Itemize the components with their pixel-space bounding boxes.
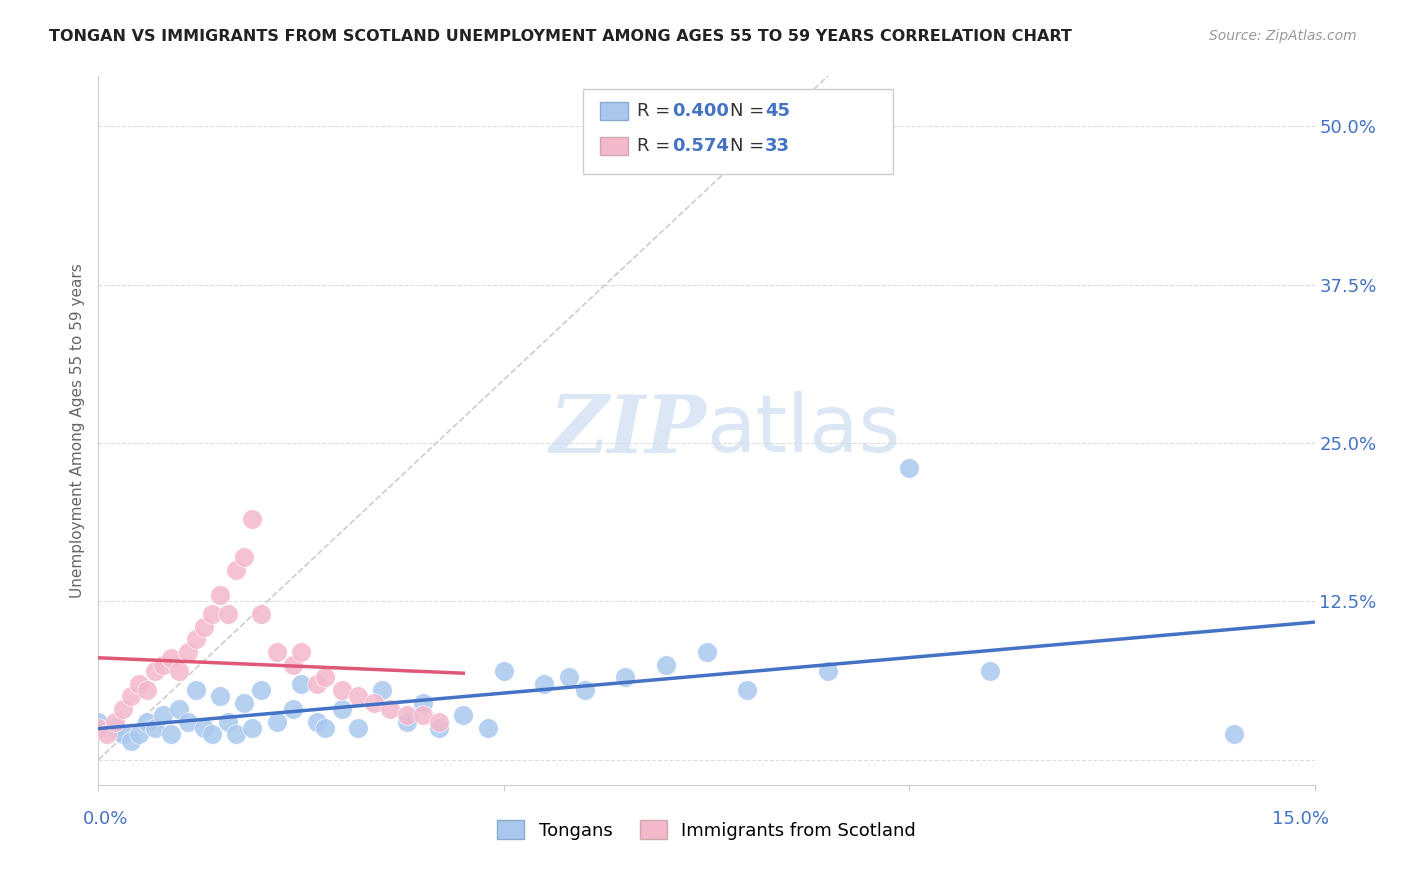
Point xyxy=(314,670,336,684)
Point xyxy=(87,721,110,735)
Point xyxy=(347,690,370,704)
Point xyxy=(209,690,232,704)
Point xyxy=(176,714,198,729)
Point xyxy=(395,708,418,723)
Point xyxy=(120,690,142,704)
Point xyxy=(104,714,127,729)
Point xyxy=(225,727,247,741)
Point xyxy=(380,702,402,716)
Point xyxy=(193,620,215,634)
Point xyxy=(201,727,224,741)
Text: 0.0%: 0.0% xyxy=(83,810,128,828)
Point xyxy=(574,683,596,698)
Point xyxy=(330,702,353,716)
Point xyxy=(979,664,1001,678)
Point xyxy=(111,727,134,741)
Y-axis label: Unemployment Among Ages 55 to 59 years: Unemployment Among Ages 55 to 59 years xyxy=(69,263,84,598)
Point xyxy=(152,708,174,723)
Point xyxy=(290,645,312,659)
Point xyxy=(111,702,134,716)
Point xyxy=(160,727,183,741)
Point xyxy=(266,714,288,729)
Point xyxy=(614,670,637,684)
Point xyxy=(225,563,247,577)
Text: 33: 33 xyxy=(765,137,790,155)
Point xyxy=(217,714,239,729)
Point xyxy=(128,727,150,741)
Point xyxy=(281,702,304,716)
Point xyxy=(395,714,418,729)
Point xyxy=(193,721,215,735)
Point xyxy=(533,676,555,690)
Text: R =: R = xyxy=(637,137,676,155)
Point xyxy=(143,721,166,735)
Point xyxy=(655,657,678,672)
Point xyxy=(330,683,353,698)
Point xyxy=(477,721,499,735)
Point xyxy=(427,714,450,729)
Point xyxy=(128,676,150,690)
Point xyxy=(249,607,271,621)
Point xyxy=(104,721,127,735)
Point xyxy=(87,714,110,729)
Point xyxy=(412,708,434,723)
Text: N =: N = xyxy=(730,102,769,120)
Point xyxy=(136,714,159,729)
Text: R =: R = xyxy=(637,102,676,120)
Point xyxy=(120,733,142,747)
Point xyxy=(281,657,304,672)
Point xyxy=(152,657,174,672)
Point xyxy=(201,607,224,621)
Point xyxy=(242,721,264,735)
Point xyxy=(96,727,118,741)
Point xyxy=(233,549,256,564)
Point xyxy=(184,632,207,647)
Text: atlas: atlas xyxy=(707,392,901,469)
Point xyxy=(290,676,312,690)
Point xyxy=(314,721,336,735)
Text: 45: 45 xyxy=(765,102,790,120)
Point xyxy=(176,645,198,659)
Point xyxy=(1222,727,1244,741)
Text: Source: ZipAtlas.com: Source: ZipAtlas.com xyxy=(1209,29,1357,43)
Text: 0.574: 0.574 xyxy=(672,137,728,155)
Text: ZIP: ZIP xyxy=(550,392,707,469)
Point xyxy=(492,664,515,678)
Point xyxy=(371,683,394,698)
Point xyxy=(363,696,385,710)
Point xyxy=(242,512,264,526)
Point xyxy=(169,702,191,716)
Point xyxy=(557,670,579,684)
Point xyxy=(347,721,370,735)
Text: N =: N = xyxy=(730,137,769,155)
Point xyxy=(696,645,718,659)
Point xyxy=(307,676,329,690)
Point xyxy=(233,696,256,710)
Point xyxy=(217,607,239,621)
Point xyxy=(453,708,475,723)
Text: 15.0%: 15.0% xyxy=(1272,810,1329,828)
Point xyxy=(898,461,921,475)
Point xyxy=(307,714,329,729)
Text: 0.400: 0.400 xyxy=(672,102,728,120)
Point xyxy=(817,664,839,678)
Point xyxy=(427,721,450,735)
Point xyxy=(143,664,166,678)
Point xyxy=(266,645,288,659)
Point xyxy=(249,683,271,698)
Point xyxy=(160,651,183,665)
Point xyxy=(136,683,159,698)
Point xyxy=(184,683,207,698)
Point xyxy=(412,696,434,710)
Point xyxy=(209,588,232,602)
Point xyxy=(735,683,758,698)
Text: TONGAN VS IMMIGRANTS FROM SCOTLAND UNEMPLOYMENT AMONG AGES 55 TO 59 YEARS CORREL: TONGAN VS IMMIGRANTS FROM SCOTLAND UNEMP… xyxy=(49,29,1073,44)
Point xyxy=(169,664,191,678)
Legend: Tongans, Immigrants from Scotland: Tongans, Immigrants from Scotland xyxy=(489,813,924,847)
